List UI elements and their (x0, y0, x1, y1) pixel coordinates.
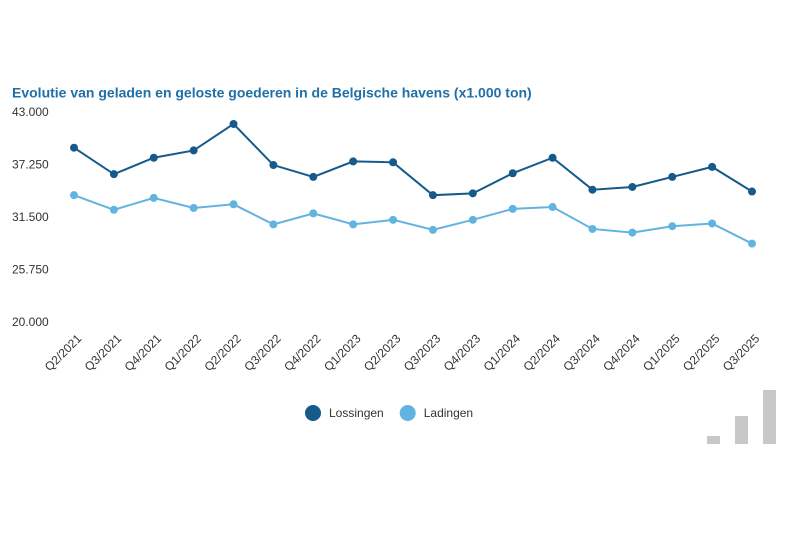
data-point (708, 162, 717, 171)
x-tick-label: Q3/2022 (241, 331, 284, 374)
data-point (428, 225, 437, 234)
series-line (73, 194, 753, 245)
data-point (70, 191, 78, 200)
data-point (70, 143, 78, 152)
y-tick-label: 20.000 (12, 315, 49, 329)
data-point (269, 220, 278, 229)
data-point (668, 222, 677, 231)
x-tick-label: Q2/2024 (520, 331, 563, 374)
legend-label: Lossingen (329, 406, 384, 420)
data-point (508, 169, 517, 178)
legend-label: Ladingen (424, 406, 473, 420)
data-point (548, 153, 557, 162)
data-point (229, 119, 238, 128)
x-tick-label: Q1/2025 (640, 331, 683, 374)
data-point (349, 157, 358, 166)
x-tick-label: Q4/2023 (441, 331, 484, 374)
data-point (309, 172, 318, 181)
x-tick-label: Q1/2024 (481, 331, 524, 374)
data-point (309, 209, 318, 218)
x-tick-label: Q2/2022 (201, 331, 244, 374)
data-point (349, 220, 358, 229)
data-point (748, 239, 756, 248)
data-point (628, 182, 637, 191)
series-line (73, 122, 753, 197)
x-tick-label: Q2/2021 (42, 331, 85, 374)
data-point (668, 172, 677, 181)
data-point (189, 146, 198, 155)
x-tick-label: Q4/2021 (122, 331, 165, 374)
icon-bar (707, 436, 720, 444)
y-tick-label: 37.250 (12, 158, 49, 172)
x-tick-label: Q3/2021 (82, 331, 125, 374)
icon-bar (763, 390, 776, 444)
x-tick-label: Q3/2023 (401, 331, 444, 374)
legend-marker (305, 405, 321, 421)
data-point (428, 191, 437, 200)
data-point (468, 189, 477, 198)
data-point (588, 224, 597, 233)
x-tick-label: Q4/2022 (281, 331, 324, 374)
x-tick-label: Q3/2025 (720, 331, 763, 374)
icon-bar (735, 416, 748, 444)
data-point (109, 170, 118, 179)
data-point (269, 161, 278, 170)
data-point (468, 215, 477, 224)
data-point (588, 185, 597, 194)
data-point (149, 153, 158, 162)
data-point (548, 203, 557, 212)
data-point (109, 205, 118, 214)
data-point (229, 200, 238, 209)
legend-marker (399, 405, 416, 421)
data-point (389, 215, 398, 224)
data-point (389, 158, 398, 167)
data-point (708, 219, 717, 228)
decorative-icon (707, 390, 776, 444)
x-tick-label: Q4/2024 (600, 331, 643, 374)
data-point (628, 228, 637, 237)
x-tick-label: Q1/2022 (162, 331, 205, 374)
y-tick-label: 31.500 (12, 210, 49, 224)
data-point (149, 193, 158, 202)
data-point (508, 204, 517, 213)
y-tick-label: 25.750 (12, 263, 49, 277)
data-point (748, 187, 756, 196)
x-tick-label: Q3/2024 (560, 331, 603, 374)
chart-title: Evolutie van geladen en geloste goederen… (12, 85, 532, 101)
x-tick-label: Q2/2023 (361, 331, 404, 374)
x-tick-label: Q1/2023 (321, 331, 364, 374)
x-tick-label: Q2/2025 (680, 331, 723, 374)
data-point (189, 203, 198, 212)
y-tick-label: 43.000 (12, 105, 49, 119)
